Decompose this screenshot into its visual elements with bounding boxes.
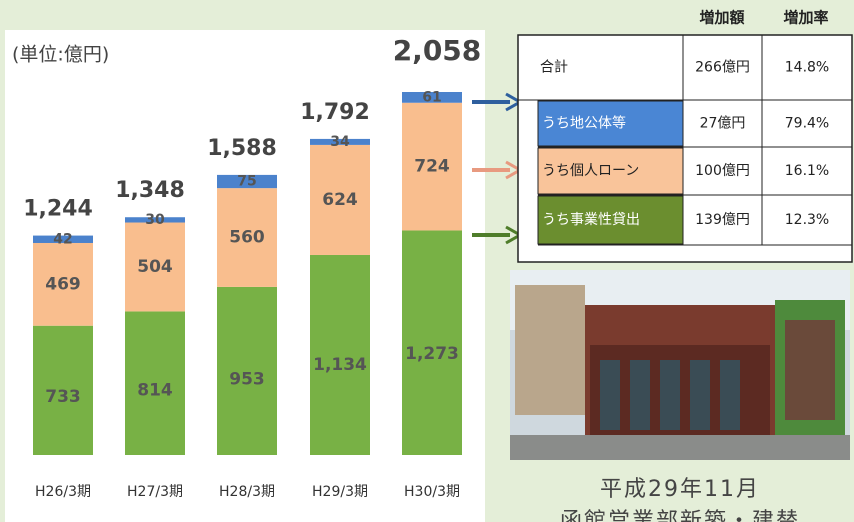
segment-label: 469 (45, 274, 81, 294)
segment-label: 42 (53, 231, 72, 247)
total-label: 1,244 (23, 197, 93, 222)
total-label: 1,588 (207, 136, 277, 161)
rate-cell: 16.1% (785, 163, 829, 179)
bar-segment (125, 217, 185, 223)
segment-label: 75 (237, 174, 256, 190)
photo (510, 270, 850, 460)
x-tick-label: H28/3期 (219, 484, 275, 500)
bar-segment (217, 174, 277, 189)
bar-segment (217, 188, 277, 287)
segment-label: 624 (322, 190, 358, 210)
x-tick-label: H30/3期 (404, 484, 460, 500)
bar-segment (33, 325, 93, 455)
segment-label: 504 (137, 257, 173, 277)
amount-cell: 266億円 (695, 60, 750, 76)
caption: 函館営業部新築・建替 (560, 509, 800, 522)
segment-label: 30 (145, 212, 165, 228)
segment-label: 34 (330, 134, 350, 150)
segment-label: 724 (414, 157, 450, 177)
segment-label: 733 (45, 387, 81, 407)
rate-cell: 14.8% (785, 60, 829, 76)
row-label: 合計 (540, 60, 568, 76)
rate-cell: 79.4% (785, 116, 829, 132)
bar-segment (310, 254, 370, 455)
bar-segment (125, 311, 185, 455)
bar-segment (402, 92, 462, 103)
segment-label: 814 (137, 380, 173, 400)
segment-label: 1,273 (405, 344, 459, 364)
bar-segment (402, 102, 462, 231)
bar-segment (33, 242, 93, 326)
table-header: 増加率 (783, 9, 828, 27)
x-tick-label: H26/3期 (35, 484, 91, 500)
bar-segment (310, 144, 370, 255)
category-cell (537, 100, 684, 147)
segment-label: 560 (229, 228, 265, 248)
total-label: 1,348 (115, 178, 185, 203)
category-cell (537, 195, 684, 245)
amount-cell: 27億円 (700, 116, 746, 132)
total-label: 1,792 (300, 100, 370, 125)
table-header: 増加額 (699, 9, 744, 27)
row-label: うち地公体等 (542, 115, 626, 132)
caption: 平成29年11月 (600, 477, 760, 502)
row-label: うち個人ローン (542, 163, 639, 179)
amount-cell: 139億円 (695, 212, 750, 228)
total-label: 2,058 (393, 34, 482, 67)
rate-cell: 12.3% (785, 212, 829, 228)
segment-label: 953 (229, 369, 265, 389)
row-label: うち事業性貸出 (542, 212, 640, 228)
unit-label: (単位:億円) (12, 44, 109, 66)
bar-segment (310, 138, 370, 145)
segment-label: 61 (422, 89, 441, 105)
bar-segment (402, 230, 462, 455)
bar-segment (217, 286, 277, 455)
segment-label: 1,134 (313, 355, 367, 375)
bar-segment (33, 235, 93, 243)
x-tick-label: H27/3期 (127, 484, 183, 500)
bar-segment (125, 222, 185, 312)
amount-cell: 100億円 (695, 163, 750, 179)
x-tick-label: H29/3期 (312, 484, 368, 500)
